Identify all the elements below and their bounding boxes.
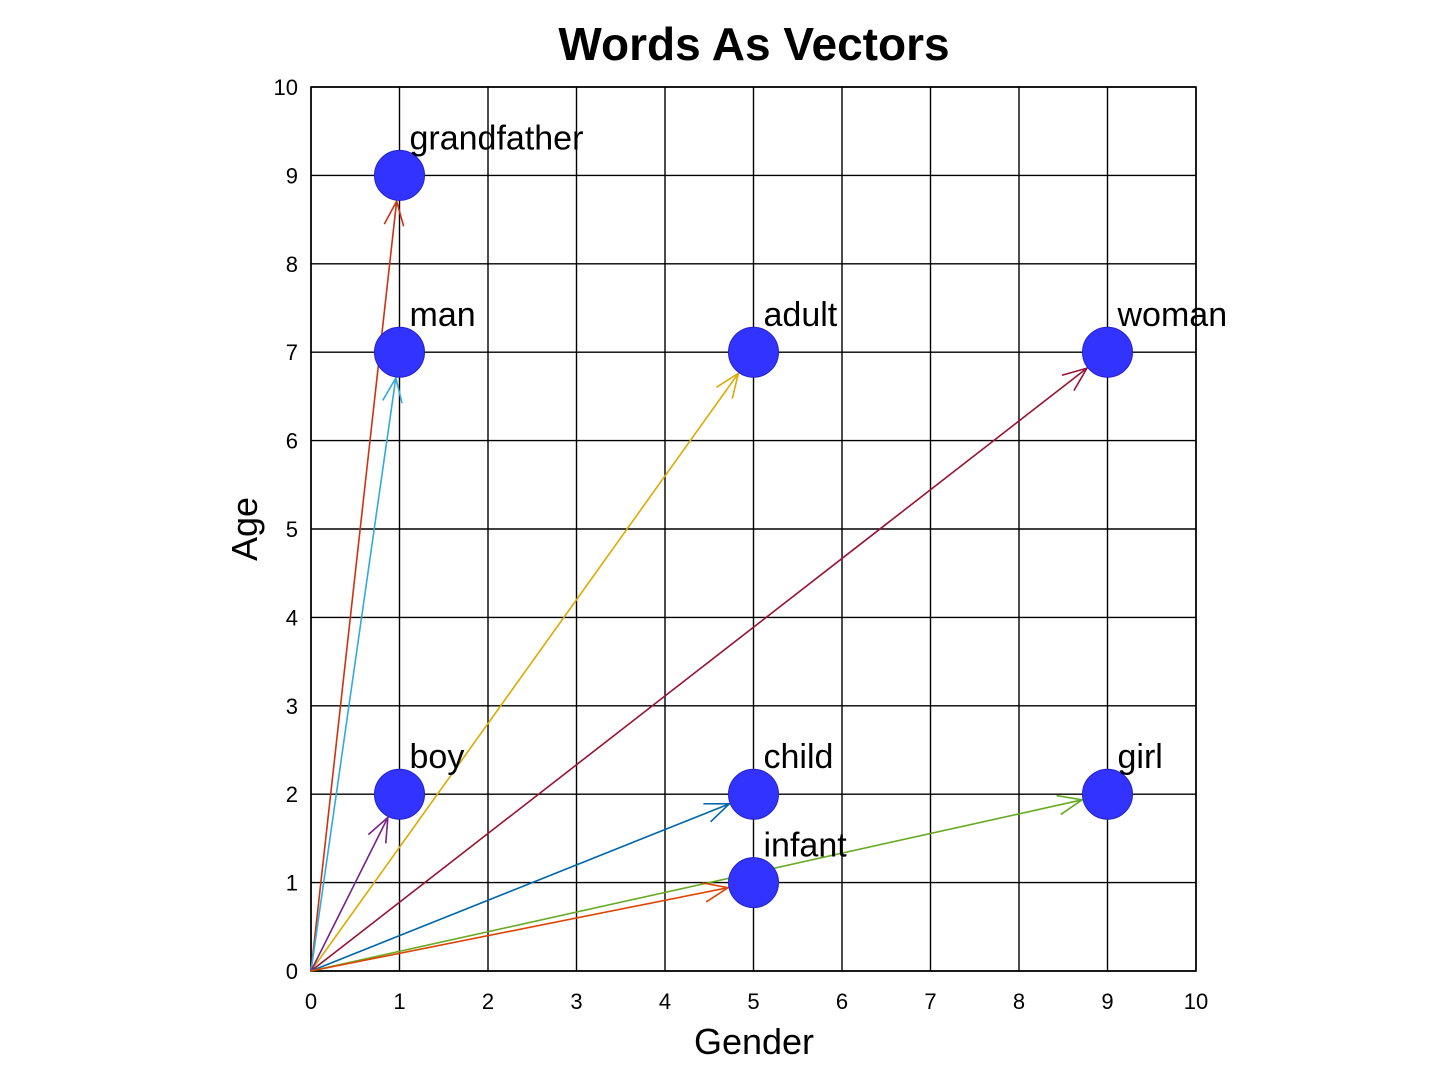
x-tick-label: 9 bbox=[1101, 989, 1113, 1014]
vector-shaft bbox=[310, 886, 729, 972]
word-labels: grandfather man adult woman boy child girl infa… bbox=[410, 119, 1228, 864]
y-tick-label: 6 bbox=[286, 429, 298, 454]
y-tick-label: 0 bbox=[286, 959, 298, 984]
x-tick-label: 8 bbox=[1013, 989, 1025, 1014]
vector-infant bbox=[310, 882, 731, 972]
point-girl bbox=[1082, 768, 1133, 820]
vector-arrowhead bbox=[703, 802, 732, 823]
y-tick-label: 1 bbox=[286, 871, 298, 896]
x-tick-label: 5 bbox=[747, 989, 759, 1014]
vector-shaft bbox=[310, 367, 1088, 972]
point-woman bbox=[1082, 326, 1133, 378]
vector-woman bbox=[310, 366, 1089, 972]
vector-adult bbox=[310, 371, 740, 972]
vector-arrowhead bbox=[716, 371, 740, 399]
vector-shaft bbox=[310, 803, 730, 972]
point-adult bbox=[728, 326, 779, 378]
y-tick-label: 2 bbox=[286, 782, 298, 807]
x-tick-label: 6 bbox=[836, 989, 848, 1014]
y-tick-label: 8 bbox=[286, 252, 298, 277]
point-child bbox=[728, 768, 779, 820]
label-girl: girl bbox=[1118, 738, 1163, 776]
grid-lines bbox=[310, 86, 1197, 972]
vector-arrowhead bbox=[382, 375, 403, 404]
x-tick-label: 0 bbox=[305, 989, 317, 1014]
vector-grandfather bbox=[310, 199, 405, 972]
x-tick-label: 4 bbox=[659, 989, 671, 1014]
point-infant bbox=[728, 857, 779, 909]
vector-shaft bbox=[310, 372, 740, 972]
x-axis-label: Gender bbox=[694, 1021, 814, 1062]
vector-man bbox=[310, 375, 403, 972]
y-tick-label: 4 bbox=[286, 605, 298, 630]
y-tick-label: 7 bbox=[286, 340, 298, 365]
point-boy bbox=[374, 768, 425, 820]
vector-child bbox=[310, 802, 732, 972]
x-tick-label: 10 bbox=[1184, 989, 1208, 1014]
vector-arrowhead bbox=[383, 199, 405, 227]
vector-arrowhead bbox=[1056, 794, 1085, 816]
label-boy: boy bbox=[410, 738, 465, 776]
vector-shaft bbox=[310, 817, 389, 972]
vector-arrowhead bbox=[367, 815, 389, 844]
x-tick-label: 1 bbox=[393, 989, 405, 1014]
y-axis-label: Age bbox=[224, 497, 265, 561]
vector-arrowhead bbox=[702, 882, 731, 903]
vector-arrows bbox=[310, 199, 1089, 972]
point-man bbox=[374, 326, 425, 378]
x-tick-label: 2 bbox=[482, 989, 494, 1014]
label-adult: adult bbox=[764, 296, 838, 334]
point-grandfather bbox=[374, 149, 425, 201]
y-tick-label: 10 bbox=[274, 75, 298, 100]
vector-shaft bbox=[310, 799, 1083, 972]
chart-title: Words As Vectors bbox=[558, 18, 949, 70]
y-tick-label: 9 bbox=[286, 163, 298, 188]
y-tick-label: 3 bbox=[286, 694, 298, 719]
vector-boy bbox=[310, 815, 389, 972]
label-infant: infant bbox=[764, 827, 848, 865]
x-tick-label: 3 bbox=[570, 989, 582, 1014]
plot-area-border bbox=[310, 86, 1197, 972]
vector-shaft bbox=[310, 201, 398, 972]
label-child: child bbox=[764, 738, 834, 776]
word-points bbox=[374, 149, 1133, 909]
vector-girl bbox=[310, 794, 1085, 972]
vector-shaft bbox=[310, 377, 397, 972]
tick-labels: 0 1 2 3 4 5 6 7 8 9 10 0 1 2 3 4 5 6 7 8 9 10 bbox=[274, 75, 1209, 1014]
label-man: man bbox=[410, 296, 476, 334]
label-grandfather: grandfather bbox=[410, 119, 584, 157]
vector-arrowhead bbox=[1061, 366, 1089, 392]
label-woman: woman bbox=[1117, 296, 1228, 334]
x-tick-label: 7 bbox=[924, 989, 936, 1014]
y-tick-label: 5 bbox=[286, 517, 298, 542]
